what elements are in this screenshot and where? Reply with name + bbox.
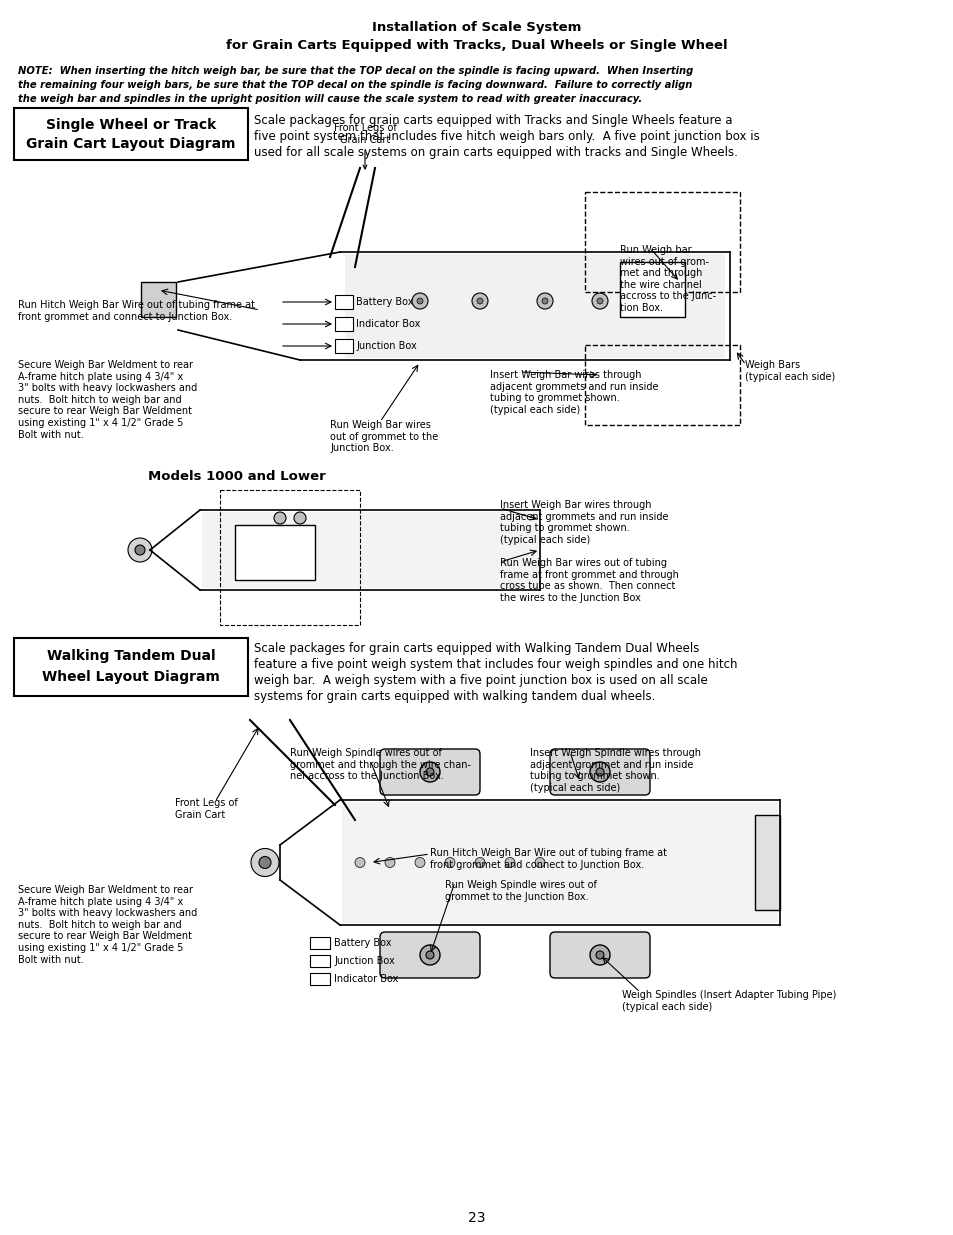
Bar [619,262,684,317]
Text: Models 1000 and Lower: Models 1000 and Lower [148,471,325,483]
Circle shape [426,951,434,960]
Circle shape [274,513,286,524]
Bar [335,295,353,309]
Text: Indicator Box: Indicator Box [334,974,398,984]
FancyBboxPatch shape [379,932,479,978]
Text: Run Hitch Weigh Bar Wire out of tubing frame at
front grommet and connect to Jun: Run Hitch Weigh Bar Wire out of tubing f… [18,300,254,321]
Text: Front Legs of
Grain Cart: Front Legs of Grain Cart [334,124,395,169]
Circle shape [475,857,484,867]
Text: Insert Weigh Bar wires through
adjacent grommets and run inside
tubing to gromme: Insert Weigh Bar wires through adjacent … [490,370,658,415]
Text: Secure Weigh Bar Weldment to rear
A-frame hitch plate using 4 3/4" x
3" bolts wi: Secure Weigh Bar Weldment to rear A-fram… [18,885,197,965]
Circle shape [476,298,482,304]
Text: Walking Tandem Dual: Walking Tandem Dual [47,650,215,663]
Text: systems for grain carts equipped with walking tandem dual wheels.: systems for grain carts equipped with wa… [253,690,655,703]
Circle shape [596,951,603,960]
Text: 23: 23 [468,1212,485,1225]
Circle shape [158,291,168,303]
Text: Indicator Box: Indicator Box [355,319,420,329]
Text: feature a five point weigh system that includes four weigh spindles and one hitc: feature a five point weigh system that i… [253,658,737,671]
Text: Run Weigh Spindle wires out of
grommet to the Junction Box.: Run Weigh Spindle wires out of grommet t… [444,881,597,902]
Bar [345,254,724,358]
Text: Wheel Layout Diagram: Wheel Layout Diagram [42,671,220,684]
Circle shape [419,945,439,965]
Circle shape [251,848,278,877]
Circle shape [151,285,174,309]
Bar [584,345,740,425]
Text: Single Wheel or Track: Single Wheel or Track [46,119,216,132]
Text: NOTE:  When inserting the hitch weigh bar, be sure that the TOP decal on the spi: NOTE: When inserting the hitch weigh bar… [18,65,693,77]
Text: weigh bar.  A weigh system with a five point junction box is used on all scale: weigh bar. A weigh system with a five po… [253,674,707,687]
Circle shape [415,857,424,867]
Text: Run Weigh Bar wires
out of grommet to the
Junction Box.: Run Weigh Bar wires out of grommet to th… [330,420,437,453]
Circle shape [385,857,395,867]
Text: Secure Weigh Bar Weldment to rear
A-frame hitch plate using 4 3/4" x
3" bolts wi: Secure Weigh Bar Weldment to rear A-fram… [18,359,197,440]
Bar [341,802,778,923]
Bar [14,638,248,697]
FancyBboxPatch shape [379,748,479,795]
Text: the weigh bar and spindles in the upright position will cause the scale system t: the weigh bar and spindles in the uprigh… [18,94,641,104]
Bar [310,937,330,948]
Circle shape [596,768,603,776]
Circle shape [589,762,609,782]
Text: for Grain Carts Equipped with Tracks, Dual Wheels or Single Wheel: for Grain Carts Equipped with Tracks, Du… [226,40,727,53]
Bar [584,191,740,291]
Circle shape [589,945,609,965]
Circle shape [258,857,271,868]
Bar [335,338,353,353]
Circle shape [597,298,602,304]
Text: Run Weigh Spindle wires out of
grommet and through the wire chan-
nel accross to: Run Weigh Spindle wires out of grommet a… [290,748,471,782]
Circle shape [592,293,607,309]
Text: Junction Box: Junction Box [334,956,395,966]
Circle shape [537,293,553,309]
Text: Front Legs of
Grain Cart: Front Legs of Grain Cart [174,798,237,820]
Circle shape [419,762,439,782]
Bar [335,317,353,331]
Circle shape [135,545,145,555]
Circle shape [444,857,455,867]
Text: five point system that includes five hitch weigh bars only.  A five point juncti: five point system that includes five hit… [253,130,759,143]
Bar [141,282,175,317]
Circle shape [128,538,152,562]
Bar [310,973,330,986]
Bar [202,513,537,588]
Text: Insert Weigh Bar wires through
adjacent grommets and run inside
tubing to gromme: Insert Weigh Bar wires through adjacent … [499,500,668,545]
Bar [14,107,248,161]
Text: used for all scale systems on grain carts equipped with tracks and Single Wheels: used for all scale systems on grain cart… [253,146,737,159]
Text: Weigh Bars
(typical each side): Weigh Bars (typical each side) [744,359,835,382]
Circle shape [426,768,434,776]
Circle shape [355,857,365,867]
Text: Battery Box: Battery Box [334,939,391,948]
FancyBboxPatch shape [550,748,649,795]
Text: Run Weigh Bar wires out of tubing
frame at front grommet and through
cross tube : Run Weigh Bar wires out of tubing frame … [499,558,679,603]
Text: Installation of Scale System: Installation of Scale System [372,21,581,35]
FancyBboxPatch shape [550,932,649,978]
Text: Insert Weigh Spindle wires through
adjacent grommet and run inside
tubing to gro: Insert Weigh Spindle wires through adjac… [530,748,700,793]
Text: Battery Box: Battery Box [355,296,413,308]
Text: Scale packages for grain carts equipped with Walking Tandem Dual Wheels: Scale packages for grain carts equipped … [253,642,699,655]
Bar [234,525,314,580]
Text: Grain Cart Layout Diagram: Grain Cart Layout Diagram [27,137,235,151]
Bar [220,490,359,625]
Circle shape [541,298,547,304]
Circle shape [504,857,515,867]
Text: Scale packages for grain carts equipped with Tracks and Single Wheels feature a: Scale packages for grain carts equipped … [253,114,732,127]
Circle shape [294,513,306,524]
Circle shape [412,293,428,309]
Circle shape [535,857,544,867]
Text: the remaining four weigh bars, be sure that the TOP decal on the spindle is faci: the remaining four weigh bars, be sure t… [18,80,692,90]
Text: Weigh Spindles (Insert Adapter Tubing Pipe)
(typical each side): Weigh Spindles (Insert Adapter Tubing Pi… [621,990,836,1011]
Circle shape [416,298,422,304]
Bar [754,815,780,910]
Text: Run Hitch Weigh Bar Wire out of tubing frame at
front grommet and connect to Jun: Run Hitch Weigh Bar Wire out of tubing f… [430,848,666,869]
Text: Junction Box: Junction Box [355,341,416,351]
Text: Run Weigh bar
wires out of grom-
met and through
the wire channel
accross to the: Run Weigh bar wires out of grom- met and… [619,245,716,312]
Circle shape [472,293,488,309]
Bar [310,955,330,967]
